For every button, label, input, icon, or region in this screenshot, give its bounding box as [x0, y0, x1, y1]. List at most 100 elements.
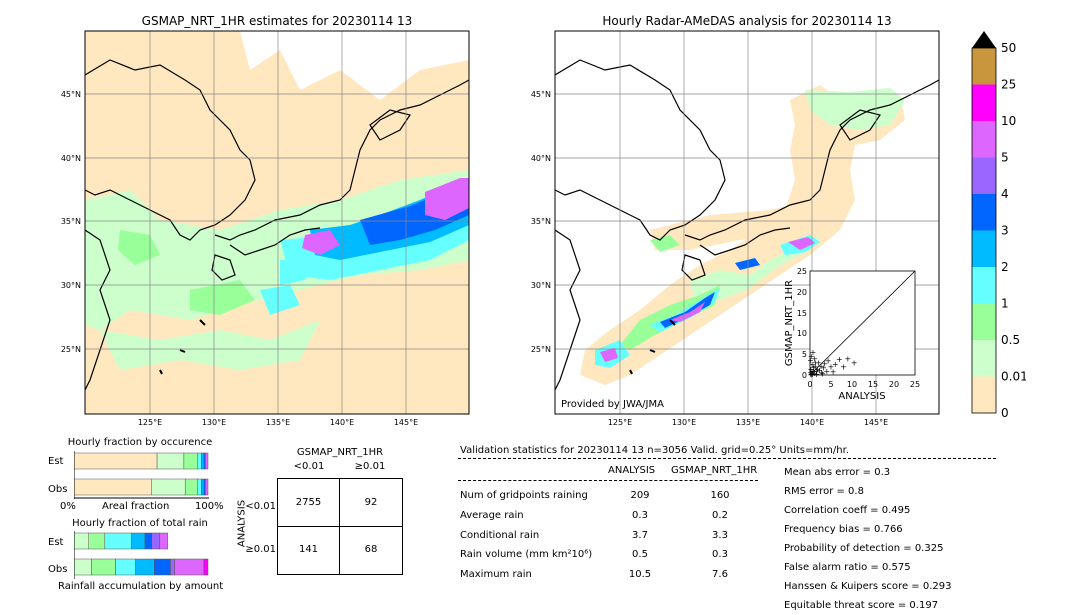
fraction-bar-segment: [201, 452, 205, 470]
scatter-point: +: [810, 363, 817, 372]
score-item: Correlation coeff = 0.495: [784, 505, 911, 516]
contingency-col2: ≥0.01: [354, 461, 386, 472]
colorbar-label: 0: [1001, 406, 1009, 420]
scatter-xlabel: ANALYSIS: [838, 391, 885, 402]
scatter-point: +: [809, 367, 816, 376]
scatter-point: +: [818, 369, 825, 378]
scatter-point: +: [823, 367, 830, 376]
contingency-cell: 141: [298, 544, 319, 555]
scatter-point: +: [807, 356, 814, 365]
fraction-bar-segment: [197, 478, 202, 496]
validation-divider: [458, 458, 996, 459]
fraction-bar-segment: [135, 558, 155, 576]
scatter-point: +: [832, 360, 839, 369]
stat-label: Rain volume (mm km²10⁶): [460, 549, 593, 560]
stat-analysis: 3.7: [632, 530, 648, 541]
occurrence-axis-right: 100%: [195, 501, 224, 512]
scatter-point: +: [809, 360, 816, 369]
y-tick: 0: [802, 371, 807, 380]
lon-label: 140°E: [330, 418, 354, 427]
scatter-points: ++++++++++++++++++++++ +++++++++++++: [807, 348, 857, 379]
colorbar-segment: [972, 48, 996, 85]
scatter-point: +: [811, 354, 818, 363]
left-map: 45°N 40°N 35°N 30°N 25°N 125°E 130°E 135…: [61, 30, 470, 427]
scatter-point: +: [812, 359, 819, 368]
lat-label: 40°N: [61, 154, 81, 163]
x-tick: 20: [889, 380, 899, 389]
stat-gsmap: 0.3: [712, 549, 728, 560]
total-rain-row-obs: Obs: [48, 564, 68, 575]
total-rain-title: Hourly fraction of total rain: [72, 518, 208, 529]
x-tick: 10: [847, 380, 857, 389]
stat-gsmap: 7.6: [712, 569, 728, 580]
stat-analysis: 10.5: [628, 569, 652, 580]
score-item: False alarm ratio = 0.575: [784, 562, 911, 573]
scatter-point: +: [808, 352, 815, 361]
colorbar-segment: [972, 376, 996, 413]
stat-label: Average rain: [460, 510, 524, 521]
y-tick: 15: [797, 309, 807, 318]
fraction-bar-segment: [115, 558, 136, 576]
fraction-bar-segment: [144, 532, 152, 550]
colorbar-extend-icon: [972, 31, 996, 48]
y-tick: 5: [802, 350, 807, 359]
fraction-bar-segment: [154, 558, 171, 576]
scatter-point: +: [811, 369, 818, 378]
contingency-cell: 68: [364, 544, 378, 555]
lon-label: 140°E: [800, 418, 824, 427]
colorbar-segment: [972, 267, 996, 304]
lon-label: 130°E: [672, 418, 696, 427]
lat-label: 25°N: [61, 345, 81, 354]
stat-gsmap: 3.3: [712, 530, 728, 541]
scatter-point: +: [830, 367, 837, 376]
colorbar-segment: [972, 194, 996, 231]
colorbar-label: 0.5: [1001, 333, 1020, 347]
scatter-point: +: [818, 362, 825, 371]
colorbar: 50 25 10 5 4 3 2 1 0.5 0.01 0: [971, 31, 1026, 420]
fraction-bar-segment: [74, 558, 92, 576]
y-tick: 20: [797, 288, 807, 297]
fraction-bar-segment: [151, 532, 161, 550]
contingency-row1: <0.01: [245, 501, 276, 512]
validation-divider: [458, 480, 758, 481]
lon-label: 130°E: [202, 418, 226, 427]
lat-label: 25°N: [531, 345, 551, 354]
contingency-cell: 2755: [295, 497, 322, 508]
total-rain-bars: [74, 531, 209, 579]
validation-col-analysis: ANALYSIS: [608, 465, 656, 476]
lat-label: 45°N: [61, 90, 81, 99]
lat-label: 40°N: [531, 154, 551, 163]
stat-gsmap: 0.2: [712, 510, 728, 521]
scatter-point: +: [810, 367, 817, 376]
scatter-inset: ++++++++++++++++++++++ +++++++++++++ 0 5 …: [784, 267, 920, 402]
colorbar-segment: [972, 340, 996, 377]
fraction-bar-segment: [174, 558, 205, 576]
lon-label: 135°E: [736, 418, 760, 427]
lon-label: 125°E: [138, 418, 162, 427]
fraction-bar-segment: [74, 532, 89, 550]
score-item: Hanssen & Kuipers score = 0.293: [784, 581, 952, 592]
fraction-bar-segment: [91, 558, 116, 576]
lon-label: 145°E: [394, 418, 418, 427]
scatter-point: +: [815, 359, 822, 368]
colorbar-segment: [972, 157, 996, 194]
lon-label: 145°E: [864, 418, 888, 427]
contingency-title: GSMAP_NRT_1HR: [296, 447, 384, 458]
right-map: 45°N 40°N 35°N 30°N 25°N 125°E 130°E 135…: [531, 30, 940, 427]
left-map-title: GSMAP_NRT_1HR estimates for 20230114 13: [141, 14, 413, 28]
x-tick: 5: [828, 380, 833, 389]
lat-label: 30°N: [61, 281, 81, 290]
score-item: RMS error = 0.8: [784, 486, 864, 497]
colorbar-segment: [972, 121, 996, 158]
lat-label: 35°N: [61, 217, 81, 226]
colorbar-label: 0.01: [1001, 370, 1026, 384]
scatter-point: +: [812, 363, 819, 372]
colorbar-label: 10: [1001, 114, 1016, 128]
contingency-cell: 92: [364, 497, 378, 508]
scatter-point: +: [816, 366, 823, 375]
credit-label: Provided by JWA/JMA: [561, 399, 664, 410]
fraction-bar-segment: [205, 452, 209, 470]
x-tick: 25: [910, 380, 920, 389]
colorbar-label: 2: [1001, 260, 1009, 274]
scatter-point: +: [840, 363, 847, 372]
